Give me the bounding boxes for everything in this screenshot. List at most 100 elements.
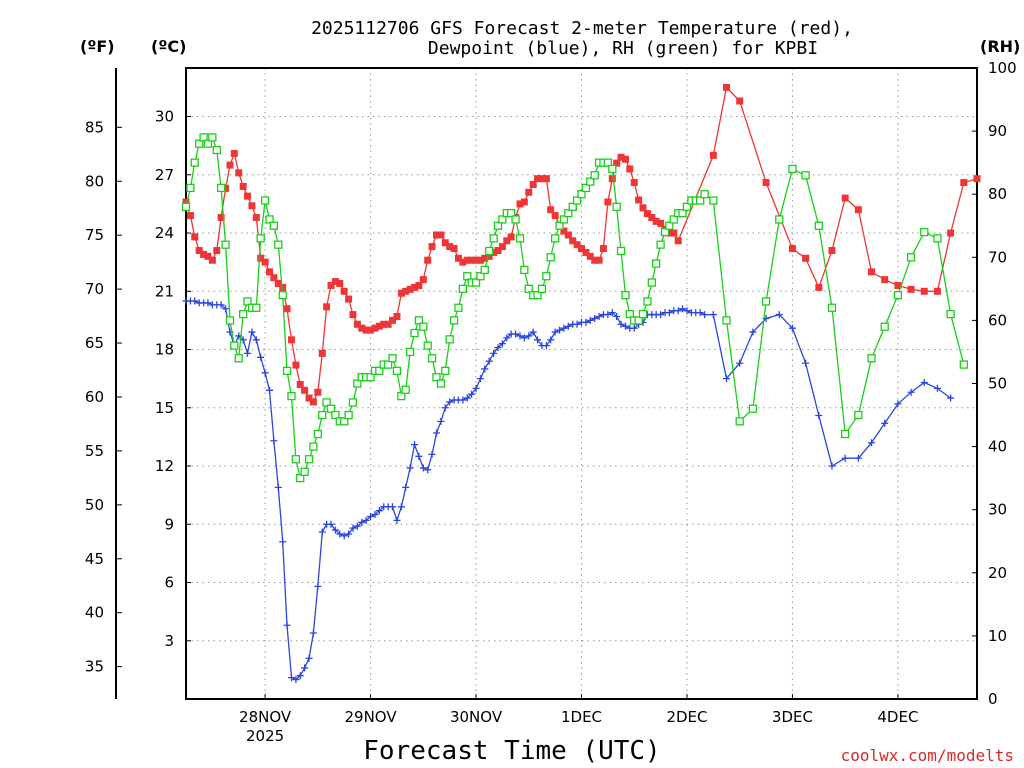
temperature-point <box>279 283 287 291</box>
dewpoint-point <box>503 334 511 342</box>
dewpoint-point <box>679 305 687 313</box>
temperature-point <box>393 313 401 321</box>
temperature-point <box>626 165 634 173</box>
temperature-point <box>630 179 638 187</box>
temperature-point <box>960 179 968 187</box>
celsius-tick-label: 6 <box>164 574 174 592</box>
dewpoint-point <box>490 349 498 357</box>
rh-point <box>313 429 322 439</box>
rh-point <box>656 240 665 249</box>
dewpoint-point <box>261 369 269 377</box>
rh-point <box>282 366 292 376</box>
temperature-point <box>287 336 295 344</box>
temperature-point <box>371 324 379 332</box>
rh-point <box>471 278 481 287</box>
temperature-point <box>454 254 462 262</box>
temperature-point <box>709 151 717 159</box>
celsius-tick-label: 15 <box>155 399 174 417</box>
temperature-point <box>591 256 599 264</box>
temperature-point <box>248 202 256 210</box>
temperature-point <box>182 198 190 206</box>
time-tick-year: 2025 <box>246 727 284 745</box>
dewpoint-point <box>279 538 287 546</box>
temperature-point <box>375 322 383 330</box>
rh-point <box>252 303 261 312</box>
rh-tick-label: 70 <box>988 248 1007 266</box>
fahrenheit-tick-label: 60 <box>85 388 104 406</box>
temperature-point <box>296 380 304 388</box>
temperature-point <box>213 247 221 255</box>
dewpoint-point <box>274 483 282 491</box>
fahrenheit-tick-label: 40 <box>85 604 104 622</box>
dewpoint-point <box>604 311 612 319</box>
rh-point <box>326 404 336 413</box>
temperature-point <box>503 237 511 245</box>
rh-point <box>441 366 450 376</box>
time-tick-label: 3DEC <box>772 708 813 726</box>
temperature-point <box>200 250 208 258</box>
rh-point <box>322 398 331 407</box>
temperature-point <box>881 276 889 284</box>
temperature-point <box>973 175 981 183</box>
dewpoint-point <box>468 390 476 398</box>
rh-point <box>234 354 243 363</box>
dewpoint-point <box>529 328 537 336</box>
dewpoint-point <box>907 388 915 396</box>
celsius-tick-label: 12 <box>155 457 174 475</box>
rh-point <box>423 341 432 350</box>
rh-point <box>814 221 823 230</box>
temperature-point <box>472 256 480 264</box>
temperature-point <box>485 252 493 260</box>
rh-point <box>309 442 318 451</box>
celsius-tick-label: 30 <box>155 108 174 126</box>
dewpoint-point <box>257 353 265 361</box>
dewpoint-point <box>296 672 304 680</box>
rh-point <box>463 272 472 281</box>
temperature-point <box>314 388 322 396</box>
rh-point <box>348 398 358 407</box>
temperature-point <box>525 188 533 196</box>
dewpoint-point <box>828 462 836 470</box>
temperature-point <box>723 83 731 91</box>
temperature-point <box>397 289 405 297</box>
rh-point <box>625 309 634 319</box>
series-layer <box>181 83 981 684</box>
dewpoint-point <box>933 384 941 392</box>
temperature-point <box>336 280 344 288</box>
temperature-point <box>648 213 656 221</box>
rh-point <box>533 291 542 300</box>
rh-point <box>212 145 221 155</box>
rh-point <box>515 234 525 243</box>
rh-point <box>239 309 248 319</box>
temperature-point <box>389 316 397 324</box>
rh-point <box>274 240 283 249</box>
temperature-point <box>595 256 603 264</box>
celsius-tick-label: 9 <box>164 515 174 533</box>
temperature-point <box>384 320 392 328</box>
temperature-point <box>437 231 445 239</box>
temperature-point <box>481 254 489 262</box>
time-tick-label: 1DEC <box>561 708 602 726</box>
temperature-point <box>226 161 234 169</box>
temperature-point <box>305 394 313 402</box>
temperature-point <box>340 287 348 295</box>
temperature-point <box>674 237 682 245</box>
dewpoint-point <box>463 394 471 402</box>
rh-point <box>643 297 652 306</box>
rh-point <box>458 284 468 294</box>
dewpoint-point <box>314 582 322 590</box>
rh-point <box>489 234 498 243</box>
dewpoint-point <box>683 307 691 315</box>
dewpoint-point <box>406 464 414 472</box>
temperature-point <box>327 281 335 289</box>
rh-point <box>199 133 208 142</box>
dewpoint-point <box>586 316 594 324</box>
temperature-point <box>266 268 274 276</box>
temperature-point <box>235 169 243 177</box>
dewpoint-point <box>613 313 621 321</box>
dewpoint-point <box>582 318 590 326</box>
temperature-point <box>613 159 621 167</box>
dewpoint-point <box>621 322 629 330</box>
dewpoint-point <box>674 307 682 315</box>
